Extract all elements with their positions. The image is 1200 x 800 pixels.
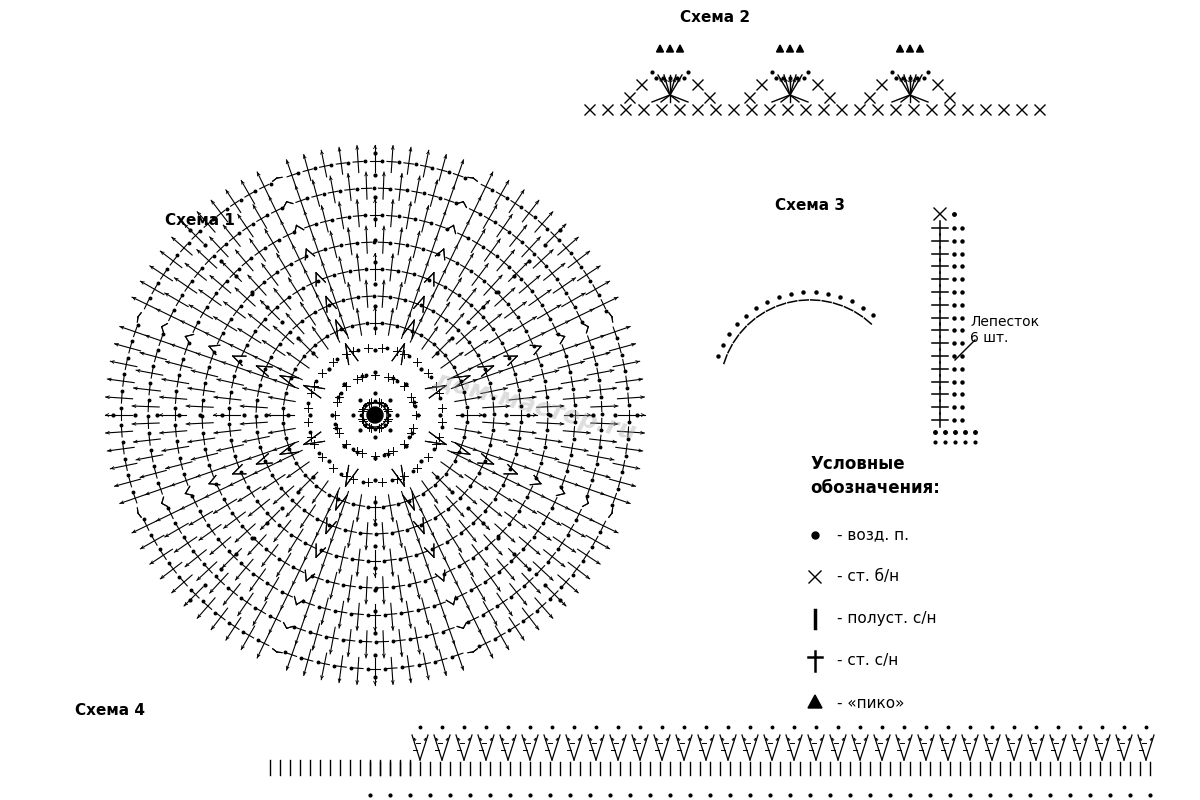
Circle shape — [367, 407, 383, 423]
Text: - полуст. с/н: - полуст. с/н — [838, 611, 936, 626]
Polygon shape — [677, 45, 684, 52]
Text: Условные
обозначения:: Условные обозначения: — [810, 455, 940, 497]
Text: - ст. б/н: - ст. б/н — [838, 570, 899, 585]
Text: дом-мастер.ru: дом-мастер.ru — [430, 368, 638, 445]
Polygon shape — [666, 45, 673, 52]
Polygon shape — [797, 45, 804, 52]
Text: Схема 1: Схема 1 — [166, 213, 235, 228]
Text: Лепесток
6 шт.: Лепесток 6 шт. — [970, 315, 1039, 346]
Text: - возд. п.: - возд. п. — [838, 527, 910, 542]
Polygon shape — [906, 45, 913, 52]
Text: - ст. с/н: - ст. с/н — [838, 654, 899, 669]
Polygon shape — [786, 45, 793, 52]
Polygon shape — [808, 695, 822, 708]
Polygon shape — [656, 45, 664, 52]
Text: Схема 2: Схема 2 — [680, 10, 750, 25]
Polygon shape — [917, 45, 924, 52]
Polygon shape — [896, 45, 904, 52]
Text: - «пико»: - «пико» — [838, 695, 905, 710]
Text: Схема 4: Схема 4 — [74, 703, 145, 718]
Polygon shape — [776, 45, 784, 52]
Text: Схема 3: Схема 3 — [775, 198, 845, 213]
